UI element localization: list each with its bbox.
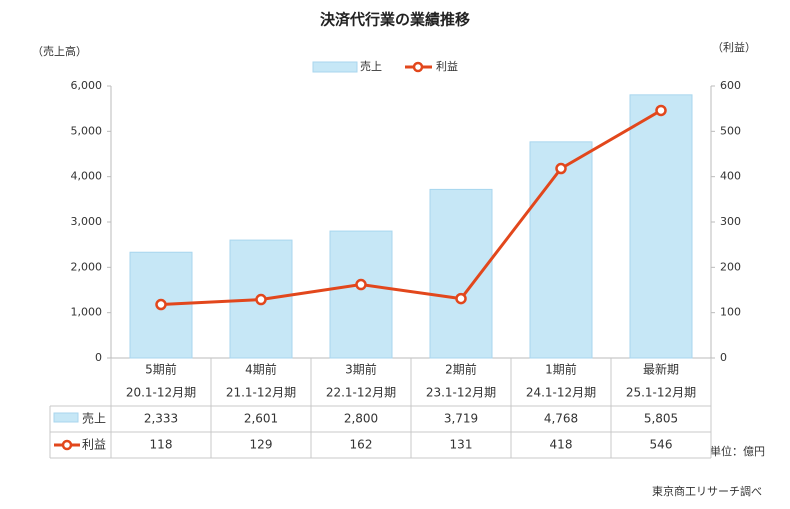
table-cell: 2,333 xyxy=(144,412,178,426)
table-key xyxy=(61,439,73,451)
y-tick-label: 4,000 xyxy=(71,170,103,183)
y2-tick-label: 400 xyxy=(720,170,741,183)
y-tick-label: 1,000 xyxy=(71,306,103,319)
y2-tick-label: 500 xyxy=(720,124,741,137)
table-cell: 4,768 xyxy=(544,412,578,426)
x-tick-label: 25.1-12月期 xyxy=(626,386,696,400)
x-tick-label: 3期前 xyxy=(345,362,377,377)
chart-title: 決済代行業の業績推移 xyxy=(320,11,470,29)
marker xyxy=(555,162,567,175)
table-cell: 162 xyxy=(350,438,373,452)
legend-label: 利益 xyxy=(436,59,458,73)
y-tick-label: 6,000 xyxy=(71,79,103,92)
x-tick-label: 最新期 xyxy=(643,362,679,377)
source: 東京商工リサーチ調べ xyxy=(652,484,762,498)
bar xyxy=(329,230,393,359)
table-cell: 129 xyxy=(250,438,273,452)
y-tick-label: 5,000 xyxy=(71,124,103,137)
table-row-header: 利益 xyxy=(82,438,106,452)
bar xyxy=(629,94,693,359)
legend-label: 売上 xyxy=(360,60,382,73)
table-cell: 5,805 xyxy=(644,412,678,426)
y2-tick-label: 0 xyxy=(720,351,727,364)
table-key xyxy=(53,412,79,423)
marker xyxy=(655,104,667,117)
unit-note: 単位：億円 xyxy=(710,444,765,458)
line xyxy=(160,109,662,307)
y2-tick-label: 200 xyxy=(720,260,741,273)
legend-swatch xyxy=(312,61,358,73)
x-tick-label: 20.1-12月期 xyxy=(126,386,196,400)
x-tick-label: 2期前 xyxy=(445,362,477,377)
y2-tick-label: 300 xyxy=(720,215,741,228)
table-cell: 546 xyxy=(650,438,673,452)
legend-marker xyxy=(412,61,424,73)
bar xyxy=(429,188,493,359)
marker xyxy=(255,293,267,306)
x-tick-label: 24.1-12月期 xyxy=(526,386,596,400)
y2-tick-label: 100 xyxy=(720,306,741,319)
table-cell: 3,719 xyxy=(444,412,478,426)
table-row-header: 売上 xyxy=(82,411,106,426)
x-tick-label: 22.1-12月期 xyxy=(326,386,396,400)
x-tick-label: 5期前 xyxy=(145,362,177,377)
marker xyxy=(155,298,167,311)
y2-axis-label: （利益） xyxy=(712,40,756,54)
table-cell: 2,601 xyxy=(244,412,278,426)
table-cell: 418 xyxy=(550,438,573,452)
marker xyxy=(355,278,367,291)
x-tick-label: 4期前 xyxy=(245,362,277,377)
table-cell: 2,800 xyxy=(344,412,378,426)
x-tick-label: 23.1-12月期 xyxy=(426,386,496,400)
marker xyxy=(455,292,467,305)
y-tick-label: 2,000 xyxy=(71,260,103,273)
y2-tick-label: 600 xyxy=(720,79,741,92)
x-tick-label: 1期前 xyxy=(545,362,577,377)
y-tick-label: 3,000 xyxy=(71,215,103,228)
table-cell: 131 xyxy=(450,438,473,452)
bar xyxy=(529,141,593,359)
y-axis-label: （売上高） xyxy=(32,44,87,58)
x-tick-label: 21.1-12月期 xyxy=(226,386,296,400)
table-cell: 118 xyxy=(150,438,173,452)
y-tick-label: 0 xyxy=(95,351,102,364)
